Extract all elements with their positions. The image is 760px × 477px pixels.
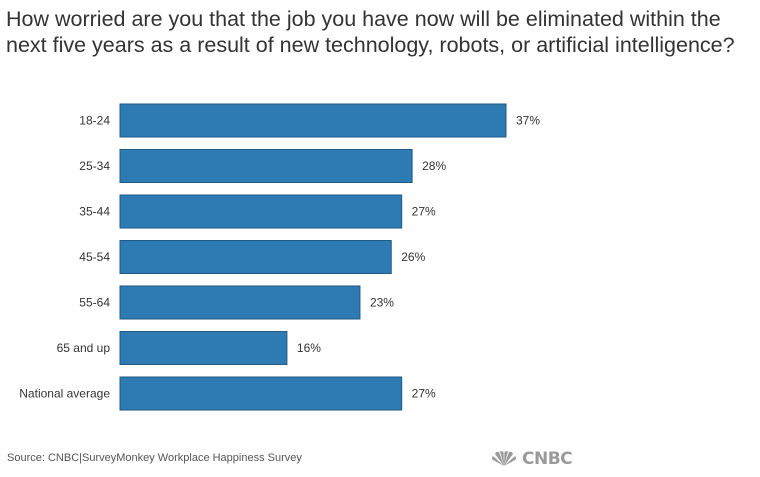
bar-chart: 18-24 37% 25-34 28% 35-44 27% 45-54 26% 55-64 23%… bbox=[19, 103, 540, 411]
cnbc-logo: CNBC bbox=[491, 448, 573, 470]
nbc-peacock-icon bbox=[492, 451, 516, 466]
logo-text: CNBC bbox=[522, 449, 573, 469]
source-note: Source: CNBC|SurveyMonkey Workplace Happ… bbox=[7, 452, 302, 464]
category-label: 18-24 bbox=[79, 114, 110, 128]
category-label: 65 and up bbox=[57, 341, 111, 355]
bar bbox=[119, 103, 507, 138]
category-label: 45-54 bbox=[79, 250, 110, 264]
value-label: 37% bbox=[516, 114, 540, 128]
bar bbox=[119, 331, 288, 365]
category-label: National average bbox=[19, 387, 110, 401]
category-label: 55-64 bbox=[79, 296, 110, 310]
bar bbox=[119, 194, 403, 229]
value-label: 27% bbox=[412, 387, 436, 401]
value-label: 27% bbox=[412, 205, 436, 219]
bar bbox=[119, 149, 413, 183]
bar bbox=[119, 240, 392, 274]
value-label: 26% bbox=[401, 250, 425, 264]
bar bbox=[119, 285, 361, 320]
bar bbox=[119, 376, 403, 411]
value-label: 23% bbox=[370, 296, 394, 310]
category-label: 35-44 bbox=[79, 205, 110, 219]
category-label: 25-34 bbox=[79, 159, 110, 173]
chart-title: How worried are you that the job you hav… bbox=[6, 7, 735, 57]
value-label: 16% bbox=[297, 341, 321, 355]
value-label: 28% bbox=[422, 159, 446, 173]
